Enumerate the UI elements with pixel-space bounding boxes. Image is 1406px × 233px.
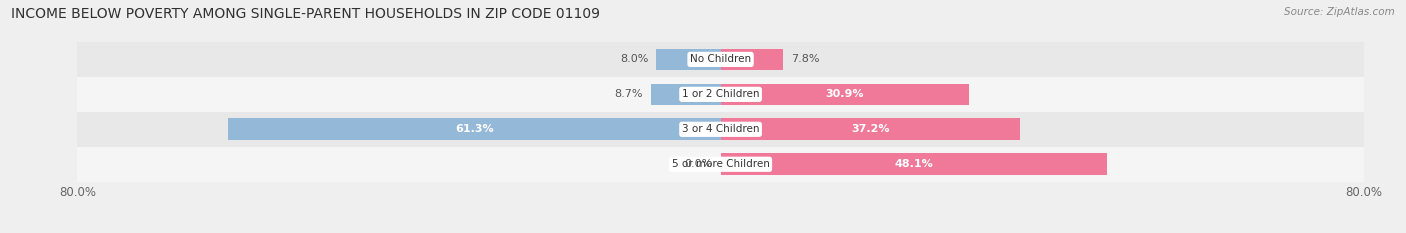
Text: No Children: No Children <box>690 55 751 64</box>
Text: 48.1%: 48.1% <box>894 159 934 169</box>
Text: 7.8%: 7.8% <box>792 55 820 64</box>
Text: 30.9%: 30.9% <box>825 89 865 99</box>
Bar <box>228 118 721 140</box>
Bar <box>77 147 1364 182</box>
Text: 8.0%: 8.0% <box>620 55 648 64</box>
Text: 0.0%: 0.0% <box>685 159 713 169</box>
Bar <box>721 49 783 70</box>
Text: 1 or 2 Children: 1 or 2 Children <box>682 89 759 99</box>
Bar <box>721 84 969 105</box>
Text: 8.7%: 8.7% <box>614 89 643 99</box>
Bar <box>721 154 1108 175</box>
Bar <box>651 84 721 105</box>
Text: Source: ZipAtlas.com: Source: ZipAtlas.com <box>1284 7 1395 17</box>
Text: 5 or more Children: 5 or more Children <box>672 159 769 169</box>
Bar <box>77 112 1364 147</box>
Bar <box>77 42 1364 77</box>
Text: 61.3%: 61.3% <box>454 124 494 134</box>
Bar <box>657 49 721 70</box>
Text: 3 or 4 Children: 3 or 4 Children <box>682 124 759 134</box>
Text: 37.2%: 37.2% <box>851 124 890 134</box>
Bar <box>77 77 1364 112</box>
Text: INCOME BELOW POVERTY AMONG SINGLE-PARENT HOUSEHOLDS IN ZIP CODE 01109: INCOME BELOW POVERTY AMONG SINGLE-PARENT… <box>11 7 600 21</box>
Bar <box>721 118 1019 140</box>
